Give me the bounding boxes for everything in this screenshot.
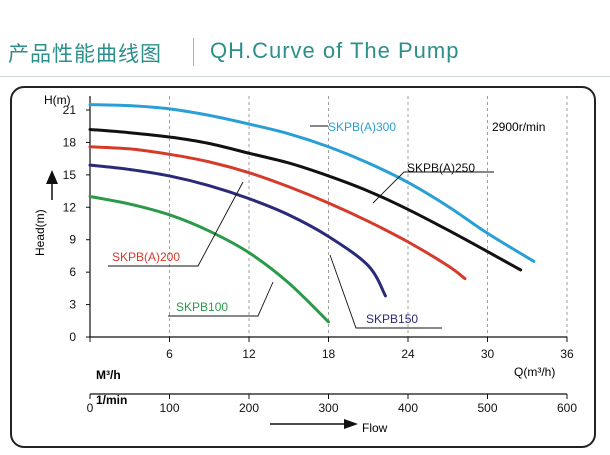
- series-label: SKPB100: [176, 300, 228, 314]
- y-tick-label: 12: [63, 200, 77, 214]
- header: 产品性能曲线图 QH.Curve of The Pump: [0, 0, 610, 78]
- series-label: SKPB(A)250: [407, 161, 475, 175]
- grid: [169, 96, 568, 337]
- header-rule: [0, 76, 610, 77]
- label-leaders: [108, 125, 494, 329]
- alt-unit-label-2: 1/min: [96, 393, 127, 407]
- y-tick-label: 6: [69, 265, 76, 279]
- label-leader: [168, 281, 274, 317]
- page-title-cn: 产品性能曲线图: [8, 42, 162, 66]
- label-leader: [372, 171, 494, 204]
- series-line: [88, 103, 536, 263]
- alt-x-tick-label: 600: [557, 401, 577, 415]
- x-unit-label: Q(m³/h): [514, 365, 555, 379]
- series-group: [88, 103, 536, 324]
- alt-x-tick-label: 300: [318, 401, 338, 415]
- y-tick-label: 15: [63, 168, 77, 182]
- alt-unit-label-1: M³/h: [96, 368, 121, 382]
- x-tick-label: 36: [560, 347, 574, 361]
- y-tick-label: 3: [69, 298, 76, 312]
- alt-x-tick-label: 100: [159, 401, 179, 415]
- x-ticks: 6 12 18 24 30 36: [89, 337, 574, 361]
- alt-x-tick-label: 0: [87, 401, 94, 415]
- speed-note: 2900r/min: [492, 120, 545, 134]
- y-ticks: 0 3 6 9 12 15 18 21: [63, 103, 90, 344]
- alt-x-tick-label: 400: [398, 401, 418, 415]
- y-axis-title: Head(m): [33, 209, 47, 256]
- series-label: SKPB(A)200: [112, 250, 180, 264]
- y-axis-arrow-icon: [46, 170, 58, 184]
- label-leader: [108, 181, 244, 267]
- y-tick-label: 18: [63, 135, 77, 149]
- flow-arrow-icon: [344, 419, 358, 429]
- series-labels: SKPB(A)300 SKPB(A)250 SKPB(A)200 SKPB150 SKP…: [112, 120, 475, 326]
- series-label: SKPB150: [366, 312, 418, 326]
- series-label: SKPB(A)300: [328, 120, 396, 134]
- y-tick-label: 9: [69, 233, 76, 247]
- title-divider: [193, 38, 194, 66]
- alt-x-tick-label: 500: [477, 401, 497, 415]
- x-tick-label: 6: [166, 347, 173, 361]
- series-line: [88, 163, 387, 298]
- y-tick-label: 0: [69, 330, 76, 344]
- x-tick-label: 18: [322, 347, 336, 361]
- x-tick-label: 12: [242, 347, 256, 361]
- alt-x-ticks: 0 100 200 300 400 500 600: [87, 394, 577, 415]
- label-leader: [329, 254, 442, 329]
- x-tick-label: 24: [401, 347, 415, 361]
- y-tick-label: 21: [63, 103, 77, 117]
- y-unit-label: H(m): [44, 93, 71, 107]
- series-line: [88, 145, 467, 281]
- x-tick-label: 30: [481, 347, 495, 361]
- series-line: [88, 127, 523, 272]
- alt-x-tick-label: 200: [239, 401, 259, 415]
- series-line: [88, 194, 330, 324]
- x-axis-title: Flow: [362, 421, 388, 435]
- page-title-en: QH.Curve of The Pump: [210, 38, 460, 63]
